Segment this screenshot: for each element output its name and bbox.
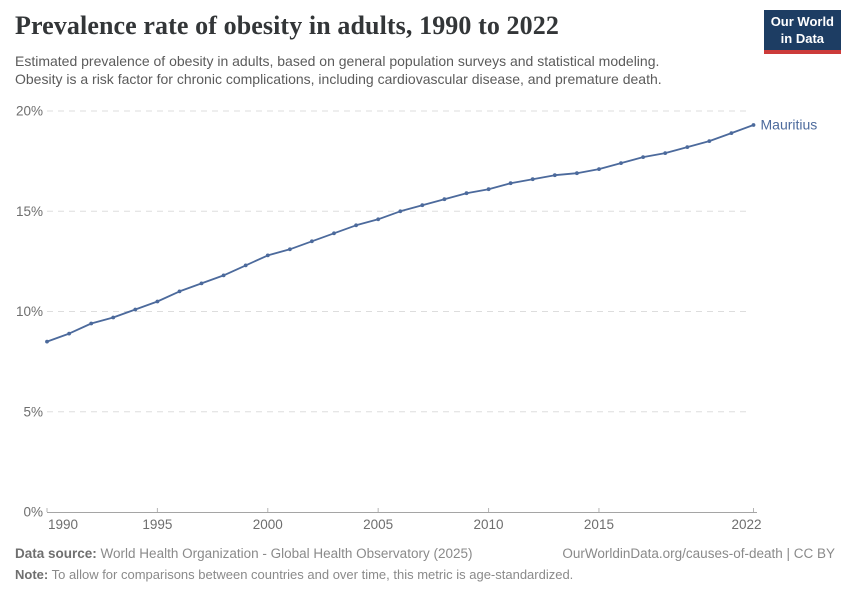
data-point	[552, 173, 557, 178]
subtitle-line1: Estimated prevalence of obesity in adult…	[15, 53, 660, 69]
note-text: To allow for comparisons between countri…	[51, 567, 574, 582]
x-tick-label: 2010	[474, 517, 504, 532]
data-point	[619, 161, 623, 165]
logo-line1: Our World	[770, 14, 834, 29]
data-point	[420, 203, 425, 208]
data-point	[707, 139, 712, 143]
chart-note: Note: To allow for comparisons between c…	[15, 567, 573, 582]
data-point	[729, 131, 734, 135]
chart-svg: 0% 5% 10% 15% 20% 1990 1995 2000 2005 2010 2015 202…	[16, 104, 818, 533]
series-label-mauritius[interactable]: Mauritius	[761, 117, 818, 133]
data-point	[155, 299, 160, 304]
x-tick-label: 1990	[48, 517, 78, 532]
x-tick-label: 2005	[363, 517, 393, 532]
data-point	[265, 253, 270, 258]
data-point	[641, 155, 645, 159]
y-tick-label: 0%	[23, 505, 43, 520]
chart-footer: Data source: World Health Organization -…	[15, 546, 835, 561]
data-point	[177, 289, 182, 294]
data-point	[464, 191, 469, 196]
y-tick-label: 5%	[23, 404, 43, 419]
line-chart: 0% 5% 10% 15% 20% 1990 1995 2000 2005 2010 2015 202…	[0, 95, 850, 540]
data-point	[45, 339, 49, 344]
data-source: Data source: World Health Organization -…	[15, 546, 472, 561]
data-point	[310, 239, 314, 244]
data-point	[89, 321, 94, 326]
data-point	[243, 263, 248, 268]
logo-line2: in Data	[780, 30, 825, 46]
data-point	[685, 145, 690, 149]
data-point	[354, 223, 358, 228]
data-point	[133, 307, 138, 312]
owid-logo[interactable]: Our World in Data	[763, 10, 841, 54]
data-point	[288, 247, 292, 252]
chart-subtitle: Estimated prevalence of obesity in adult…	[15, 52, 662, 88]
x-tick-label: 2015	[584, 517, 614, 532]
data-point	[111, 315, 116, 320]
data-point	[508, 181, 513, 186]
data-point	[376, 217, 381, 222]
x-tick-label: 2022	[731, 517, 761, 532]
page-title: Prevalence rate of obesity in adults, 19…	[15, 11, 559, 40]
subtitle-line2: Obesity is a risk factor for chronic com…	[15, 71, 662, 87]
data-point	[751, 123, 756, 127]
y-tick-label: 15%	[16, 204, 43, 219]
data-point	[442, 197, 447, 202]
x-tick-label: 1995	[142, 517, 172, 532]
note-label: Note:	[15, 567, 49, 582]
data-point	[199, 281, 204, 286]
x-tick-label: 2000	[253, 517, 283, 532]
data-point	[67, 331, 71, 336]
data-point	[575, 171, 579, 176]
data-source-label: Data source:	[15, 546, 97, 561]
data-point	[486, 187, 491, 192]
data-point	[597, 167, 601, 171]
mauritius-line[interactable]	[46, 124, 755, 343]
data-point	[530, 177, 535, 182]
data-point	[332, 231, 336, 236]
data-point	[663, 151, 668, 155]
y-tick-label: 20%	[16, 104, 43, 119]
data-source-text: World Health Organization - Global Healt…	[100, 546, 473, 561]
data-point	[221, 273, 226, 278]
y-tick-label: 10%	[16, 304, 43, 319]
data-point	[398, 209, 403, 214]
attribution-link[interactable]: OurWorldinData.org/causes-of-death | CC …	[562, 546, 835, 561]
